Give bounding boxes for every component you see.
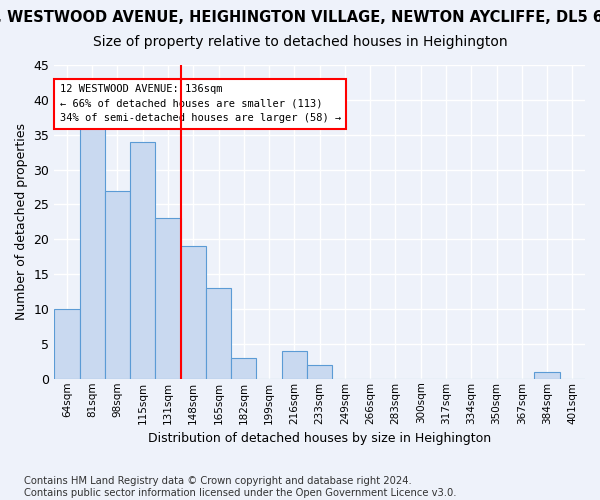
Bar	[307, 365, 332, 379]
X-axis label: Distribution of detached houses by size in Heighington: Distribution of detached houses by size …	[148, 432, 491, 445]
Bar	[282, 351, 307, 379]
Bar	[206, 288, 231, 379]
Y-axis label: Number of detached properties: Number of detached properties	[15, 124, 28, 320]
Text: Contains HM Land Registry data © Crown copyright and database right 2024.
Contai: Contains HM Land Registry data © Crown c…	[24, 476, 457, 498]
Bar	[181, 246, 206, 379]
Bar	[155, 218, 181, 379]
Text: 12, WESTWOOD AVENUE, HEIGHINGTON VILLAGE, NEWTON AYCLIFFE, DL5 6SA: 12, WESTWOOD AVENUE, HEIGHINGTON VILLAGE…	[0, 10, 600, 25]
Text: Size of property relative to detached houses in Heighington: Size of property relative to detached ho…	[92, 35, 508, 49]
Bar	[105, 190, 130, 379]
Bar	[535, 372, 560, 379]
Bar	[80, 128, 105, 379]
Bar	[130, 142, 155, 379]
Bar	[54, 309, 80, 379]
Text: 12 WESTWOOD AVENUE: 136sqm
← 66% of detached houses are smaller (113)
34% of sem: 12 WESTWOOD AVENUE: 136sqm ← 66% of deta…	[59, 84, 341, 124]
Bar	[231, 358, 256, 379]
